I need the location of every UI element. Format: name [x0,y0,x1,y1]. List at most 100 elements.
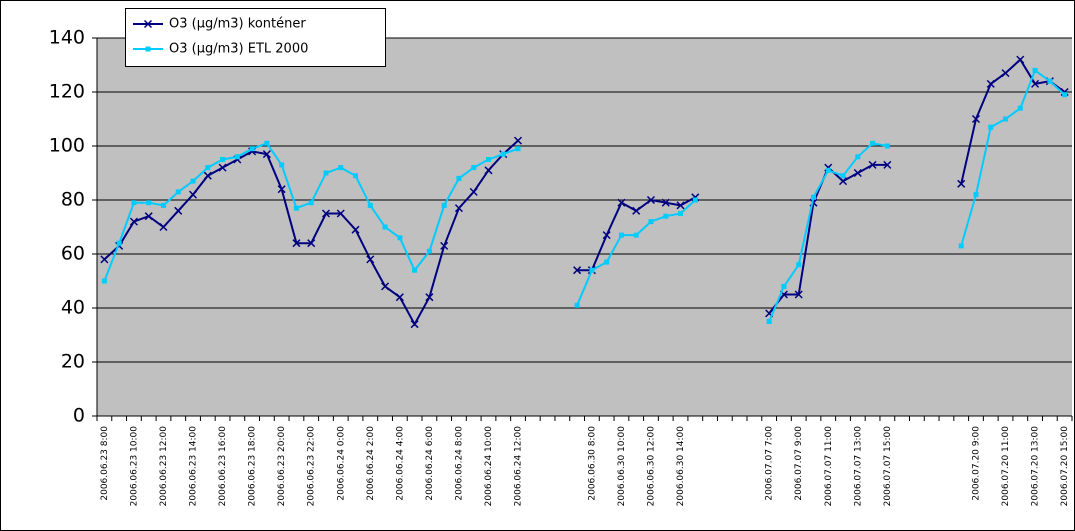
marker [426,248,432,254]
marker [986,79,995,88]
marker [381,282,390,291]
marker [825,167,831,173]
x-tick-label: 2006.06.23 18:00 [248,426,258,507]
marker [870,140,876,146]
legend-label: O3 (µg/m3) ETL 2000 [169,42,308,57]
x-tick-label: 2006.06.24 4:00 [395,426,405,501]
marker [101,278,107,284]
legend-label: O3 (µg/m3) konténer [169,17,306,32]
marker [988,124,994,130]
marker [796,262,802,268]
marker [353,173,359,179]
marker [264,140,270,146]
marker [338,165,344,171]
marker [190,178,196,184]
x-tick-label: 2006.06.30 14:00 [676,426,686,507]
marker [205,165,211,171]
marker [203,171,212,180]
marker [1001,69,1010,78]
marker [129,217,138,226]
marker [469,187,478,196]
x-tick-label: 2006.06.24 6:00 [425,426,435,501]
marker [471,165,477,171]
marker [648,219,654,225]
marker [766,319,772,324]
marker [249,146,255,152]
marker [131,200,137,206]
marker [604,259,610,265]
legend-marker [143,19,153,29]
marker [618,232,624,238]
marker [1017,105,1023,111]
marker [1031,79,1040,88]
marker [840,173,846,179]
marker [663,213,669,219]
marker [116,240,122,246]
marker [484,166,493,175]
x-tick-label: 2006.07.07 15:00 [883,426,893,507]
x-tick-label: 2006.07.07 11:00 [824,426,834,507]
x-tick-label: 2006.06.23 22:00 [307,426,317,507]
marker [160,202,166,208]
x-tick-label: 2006.07.20 13:00 [1031,426,1041,507]
x-tick-label: 2006.07.07 7:00 [765,426,775,501]
marker [395,293,404,302]
legend-marker [145,46,151,52]
x-tick-label: 2006.06.23 10:00 [129,426,139,507]
x-tick-label: 2006.07.20 15:00 [1060,426,1070,507]
marker [838,177,848,186]
marker [336,209,345,218]
marker [810,194,816,200]
marker [883,160,892,169]
marker [293,205,299,211]
x-tick-label: 2006.06.23 16:00 [218,426,228,507]
x-tick-label: 2006.06.23 8:00 [100,426,110,501]
x-tick-label: 2006.06.23 20:00 [277,426,287,507]
x-tick-label: 2006.06.23 14:00 [189,426,199,507]
marker [661,198,670,207]
x-tick-label: 2006.07.07 9:00 [794,426,804,501]
y-tick-label: 60 [61,243,85,265]
marker [1047,78,1053,84]
marker [574,302,580,308]
marker [513,136,523,145]
marker [323,170,329,176]
marker [144,212,153,221]
marker [632,206,641,215]
y-tick-label: 140 [49,27,85,49]
x-tick-label: 2006.06.30 10:00 [617,426,627,507]
marker [500,151,506,157]
x-tick-label: 2006.06.30 12:00 [646,426,656,507]
y-tick-label: 40 [61,297,85,319]
marker [633,232,639,238]
marker [425,293,434,302]
marker [589,267,595,273]
x-tick-label: 2006.06.24 8:00 [454,426,464,501]
marker [367,202,373,208]
y-tick-label: 100 [49,135,85,157]
marker [262,150,271,159]
marker [397,235,403,241]
marker [573,266,582,275]
marker [971,114,981,124]
x-tick-label: 2006.07.20 11:00 [1001,426,1011,507]
marker [617,198,626,207]
marker [321,209,331,218]
marker [957,179,966,188]
marker [1062,92,1068,98]
legend: O3 (µg/m3) konténer O3 (µg/m3) ETL 2000 [125,8,386,67]
marker [188,190,198,199]
marker [485,157,491,162]
marker [884,143,890,149]
x-tick-label: 2006.06.24 0:00 [336,426,346,501]
y-tick-label: 120 [49,81,85,103]
marker [277,185,286,194]
marker [676,201,685,210]
marker [853,168,862,178]
marker [175,189,181,195]
marker [1032,67,1038,73]
marker [868,160,877,169]
marker [351,225,360,234]
x-tick-label: 2006.06.24 12:00 [514,426,524,507]
